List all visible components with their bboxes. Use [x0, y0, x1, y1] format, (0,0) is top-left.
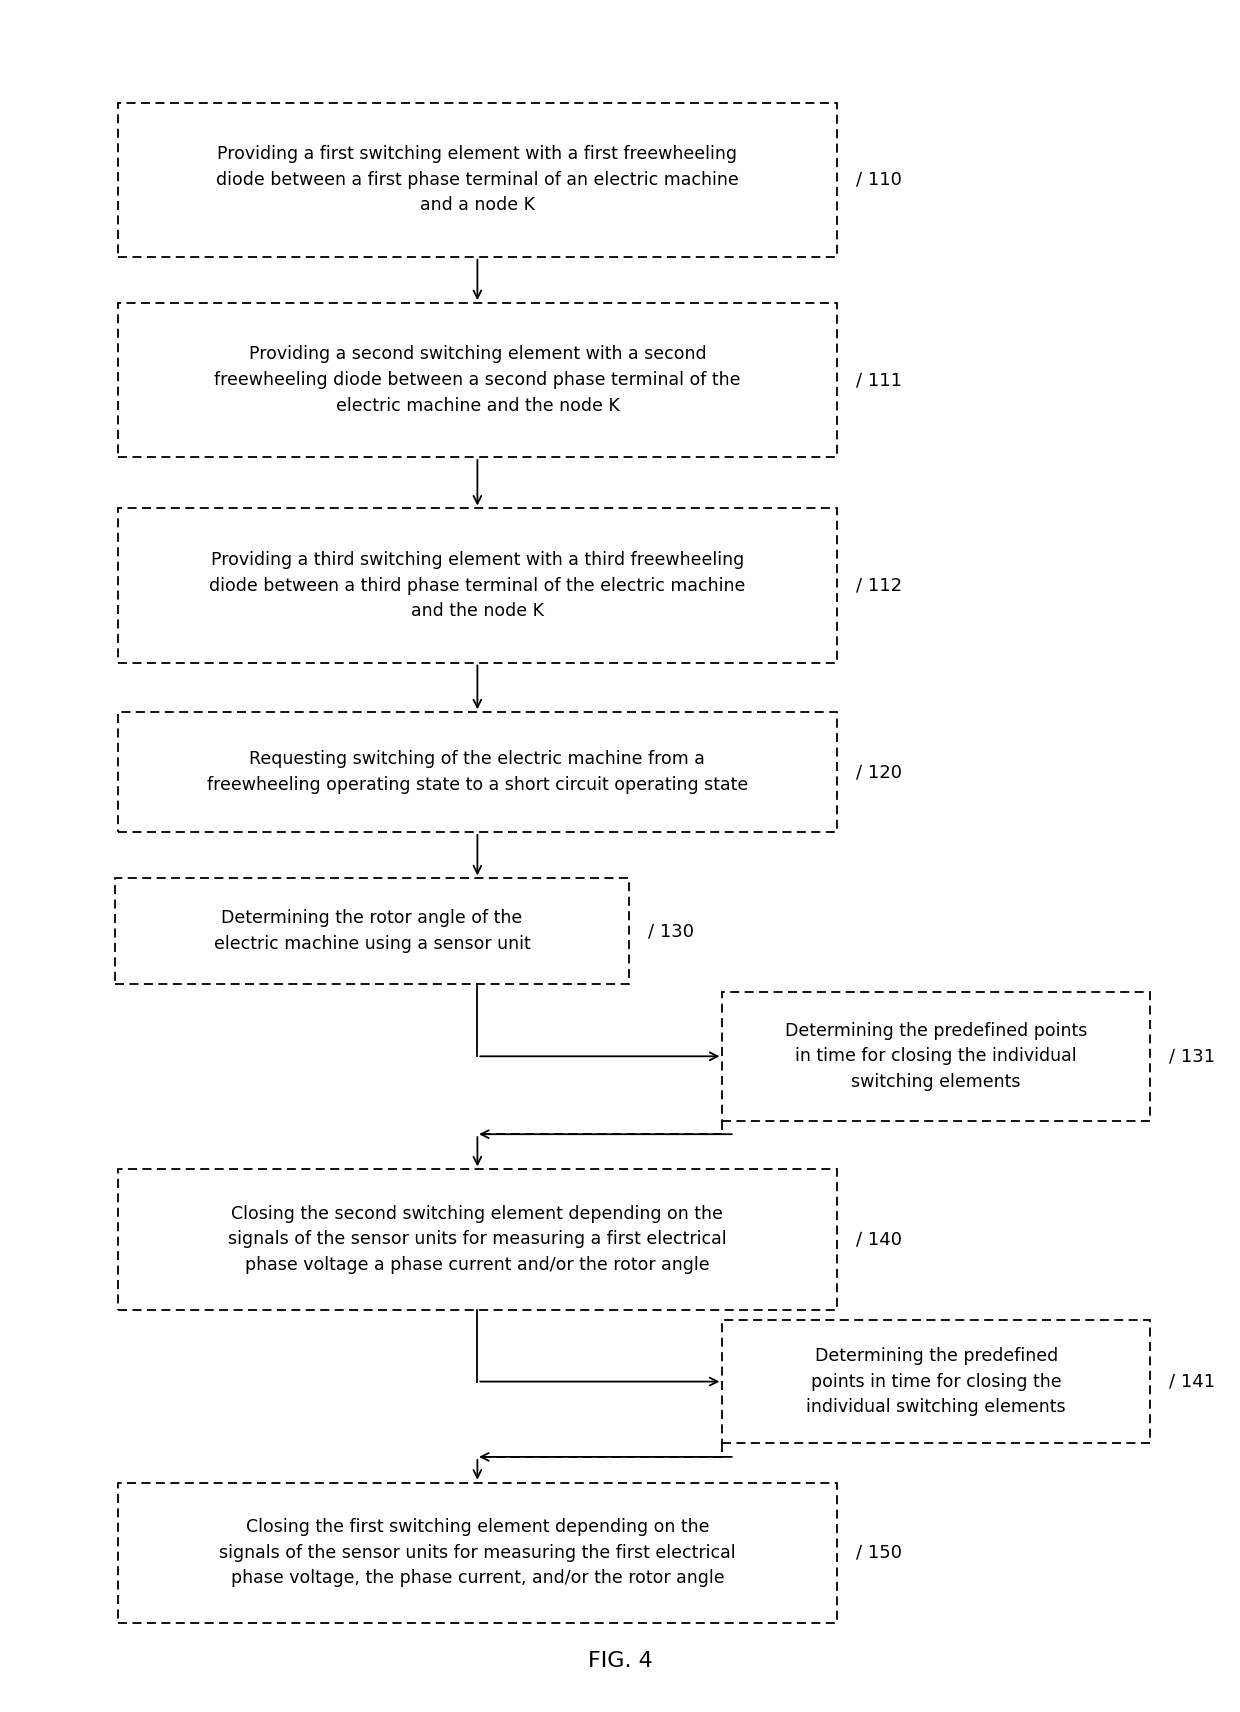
Text: Determining the rotor angle of the
electric machine using a sensor unit: Determining the rotor angle of the elect… — [213, 909, 531, 954]
Text: Closing the second switching element depending on the
signals of the sensor unit: Closing the second switching element dep… — [228, 1205, 727, 1274]
Text: ∕ 120: ∕ 120 — [856, 764, 901, 781]
Text: Providing a first switching element with a first freewheeling
diode between a fi: Providing a first switching element with… — [216, 146, 739, 214]
FancyBboxPatch shape — [114, 878, 629, 984]
Text: ∕ 111: ∕ 111 — [856, 372, 901, 389]
Text: FIG. 4: FIG. 4 — [588, 1650, 652, 1671]
Text: ∕ 110: ∕ 110 — [856, 171, 901, 188]
FancyBboxPatch shape — [118, 103, 837, 257]
Text: ∕ 141: ∕ 141 — [1168, 1373, 1215, 1390]
Text: ∕ 131: ∕ 131 — [1168, 1048, 1215, 1065]
Text: ∕ 140: ∕ 140 — [856, 1231, 901, 1248]
FancyBboxPatch shape — [722, 993, 1149, 1120]
Text: ∕ 130: ∕ 130 — [647, 923, 694, 940]
FancyBboxPatch shape — [118, 712, 837, 832]
Text: Closing the first switching element depending on the
signals of the sensor units: Closing the first switching element depe… — [219, 1519, 735, 1587]
Text: Determining the predefined points
in time for closing the individual
switching e: Determining the predefined points in tim… — [785, 1022, 1087, 1091]
Text: ∕ 150: ∕ 150 — [856, 1544, 901, 1561]
FancyBboxPatch shape — [118, 508, 837, 663]
FancyBboxPatch shape — [118, 1483, 837, 1623]
FancyBboxPatch shape — [118, 1169, 837, 1310]
Text: Determining the predefined
points in time for closing the
individual switching e: Determining the predefined points in tim… — [806, 1347, 1066, 1416]
Text: ∕ 112: ∕ 112 — [856, 577, 901, 594]
FancyBboxPatch shape — [118, 303, 837, 457]
Text: Requesting switching of the electric machine from a
freewheeling operating state: Requesting switching of the electric mac… — [207, 750, 748, 794]
Text: Providing a third switching element with a third freewheeling
diode between a th: Providing a third switching element with… — [210, 551, 745, 620]
FancyBboxPatch shape — [722, 1320, 1149, 1443]
Text: Providing a second switching element with a second
freewheeling diode between a : Providing a second switching element wit… — [215, 346, 740, 414]
